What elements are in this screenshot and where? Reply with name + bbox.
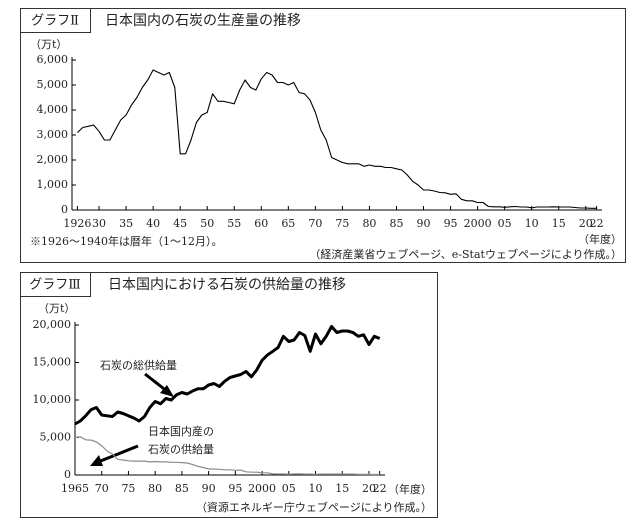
- x-tick-label: 40: [146, 217, 160, 230]
- series-label: 日本国内産の石炭の供給量: [148, 424, 214, 456]
- x-tick-label: 10: [525, 217, 539, 230]
- chart-title: 日本国内の石炭の生産量の推移: [105, 13, 301, 29]
- y-tick-label: 0: [61, 203, 68, 216]
- x-tick-label: 2000: [464, 217, 492, 230]
- x-tick-label: 85: [389, 217, 403, 230]
- x-tick-label: 10: [309, 482, 323, 495]
- x-tick-label: 95: [444, 217, 458, 230]
- y-tick-label: 0: [64, 468, 71, 481]
- y-tick-label: 20,000: [33, 318, 72, 331]
- x-tick-label: 70: [95, 482, 109, 495]
- x-tick-label: 50: [200, 217, 214, 230]
- x-tick-label: 15: [335, 482, 349, 495]
- source: （経済産業省ウェブページ、e-Statウェブページにより作成。）: [309, 247, 622, 261]
- data-line: [74, 436, 380, 476]
- y-tick-label: 2,000: [37, 153, 69, 166]
- x-tick-label: 2000: [248, 482, 276, 495]
- x-tick-label: 15: [552, 217, 566, 230]
- x-tick-label: 55: [227, 217, 241, 230]
- y-tick-label: 10,000: [33, 393, 72, 406]
- x-tick-label: 90: [202, 482, 216, 495]
- chart-label: グラフⅢ: [29, 278, 81, 293]
- arrow-head: [160, 385, 174, 397]
- series-label: 石炭の総供給量: [100, 358, 177, 372]
- y-tick-label: 1,000: [37, 178, 69, 191]
- y-tick-label: 5,000: [40, 431, 72, 444]
- x-tick-label: 1926: [63, 217, 91, 230]
- y-tick-label: 5,000: [37, 78, 69, 91]
- chart-title: 日本国内における石炭の供給量の推移: [108, 277, 346, 293]
- x-tick-label: 05: [282, 482, 296, 495]
- x-tick-label: 35: [119, 217, 133, 230]
- chart-frame: [20, 272, 438, 518]
- chart-label-box: [20, 8, 91, 33]
- chart-label-box: [20, 272, 91, 297]
- x-tick-label: 20: [579, 217, 593, 230]
- y-tick-label: 15,000: [33, 356, 72, 369]
- x-tick-label: 60: [254, 217, 268, 230]
- arrow-head: [90, 455, 103, 466]
- x-axis-label: （年度）: [578, 232, 622, 246]
- x-tick-label: 80: [362, 217, 376, 230]
- x-tick-label: 30: [92, 217, 106, 230]
- x-axis-label: （年度）: [388, 482, 432, 496]
- y-tick-label: 6,000: [37, 53, 69, 66]
- x-tick-label: 90: [417, 217, 431, 230]
- x-tick-label: 05: [498, 217, 512, 230]
- source: （資源エネルギー庁ウェブページにより作成。）: [196, 500, 432, 514]
- y-axis-label: （万t）: [38, 302, 75, 315]
- x-tick-label: 65: [281, 217, 295, 230]
- y-tick-label: 4,000: [37, 103, 69, 116]
- y-axis-label: （万t）: [30, 38, 67, 51]
- x-tick-label: 22: [373, 482, 387, 495]
- chart-label: グラフⅡ: [31, 14, 79, 29]
- x-tick-label: 75: [121, 482, 135, 495]
- x-tick-label: 80: [148, 482, 162, 495]
- note: ※1926～1940年は暦年（1～12月）。: [30, 234, 222, 248]
- x-tick-label: 85: [175, 482, 189, 495]
- x-tick-label: 75: [335, 217, 349, 230]
- x-tick-label: 95: [228, 482, 242, 495]
- data-line: [77, 69, 597, 209]
- arrow: [97, 444, 139, 464]
- x-tick-label: 1965: [61, 482, 89, 495]
- x-tick-label: 45: [173, 217, 187, 230]
- x-tick-label: 70: [308, 217, 322, 230]
- y-tick-label: 3,000: [37, 128, 69, 141]
- data-line: [74, 325, 381, 426]
- chart-frame: [20, 8, 626, 263]
- x-tick-label: 20: [362, 482, 376, 495]
- x-tick-label: 22: [590, 217, 604, 230]
